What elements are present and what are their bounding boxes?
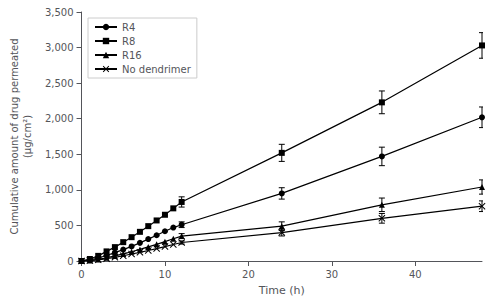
svg-text:1,500: 1,500: [45, 149, 74, 160]
svg-text:Time (h): Time (h): [258, 284, 305, 297]
svg-text:Cumulative amount of drug perm: Cumulative amount of drug permeated: [9, 38, 20, 234]
svg-text:0: 0: [78, 269, 84, 280]
svg-text:500: 500: [54, 220, 73, 231]
svg-text:0: 0: [67, 256, 73, 267]
svg-text:R4: R4: [122, 22, 135, 33]
svg-text:2,500: 2,500: [45, 78, 74, 89]
svg-text:30: 30: [325, 269, 338, 280]
svg-text:3,000: 3,000: [45, 42, 74, 53]
svg-text:20: 20: [242, 269, 255, 280]
svg-text:R8: R8: [122, 36, 135, 47]
svg-text:R16: R16: [122, 50, 142, 61]
svg-text:1,000: 1,000: [45, 184, 74, 195]
svg-text:(μg/cm²): (μg/cm²): [22, 115, 33, 158]
svg-text:10: 10: [159, 269, 172, 280]
svg-text:40: 40: [409, 269, 422, 280]
svg-text:2,000: 2,000: [45, 113, 74, 124]
svg-text:3,500: 3,500: [45, 7, 74, 18]
svg-text:No dendrimer: No dendrimer: [122, 64, 192, 75]
